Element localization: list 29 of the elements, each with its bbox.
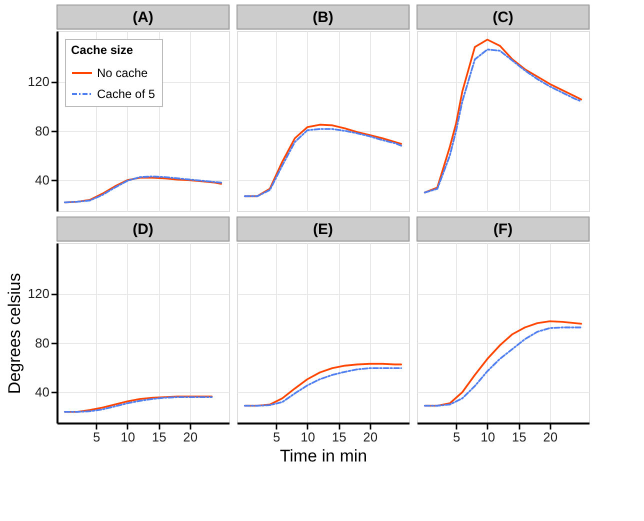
x-tick-label: 5 <box>272 430 280 444</box>
x-tick-label: 15 <box>512 430 526 444</box>
x-tick-label: 5 <box>452 430 460 444</box>
x-axis-title: Time in min <box>280 446 368 466</box>
y-tick-label: 120 <box>28 74 50 90</box>
x-tick-label: 5 <box>92 430 100 444</box>
legend-label: Cache of 5 <box>97 87 156 101</box>
x-tick-label: 20 <box>543 430 558 444</box>
x-tick-label: 20 <box>363 430 378 444</box>
x-tick-label: 15 <box>332 430 346 444</box>
x-tick-label: 10 <box>120 430 136 444</box>
chart-title: (B) <box>312 9 334 26</box>
legend-title: Cache size <box>71 43 134 57</box>
x-tick-label: 20 <box>183 430 198 444</box>
y-tick-label: 120 <box>28 286 50 302</box>
y-tick-label: 40 <box>35 384 50 400</box>
y-tick-label: 80 <box>35 123 50 138</box>
chart-title: (A) <box>132 9 154 26</box>
x-tick-label: 15 <box>152 430 166 444</box>
chart-title: (E) <box>313 221 333 238</box>
x-tick-label: 10 <box>480 430 496 444</box>
y-axis-title: Degrees celsius <box>4 273 24 394</box>
chart-title: (F) <box>493 221 513 238</box>
y-tick-label: 40 <box>35 172 50 188</box>
x-tick-label: 10 <box>300 430 316 444</box>
legend-label: No cache <box>97 66 148 80</box>
chart-title: (D) <box>132 221 154 238</box>
chart-title: (C) <box>492 9 514 26</box>
y-tick-label: 80 <box>35 335 50 350</box>
